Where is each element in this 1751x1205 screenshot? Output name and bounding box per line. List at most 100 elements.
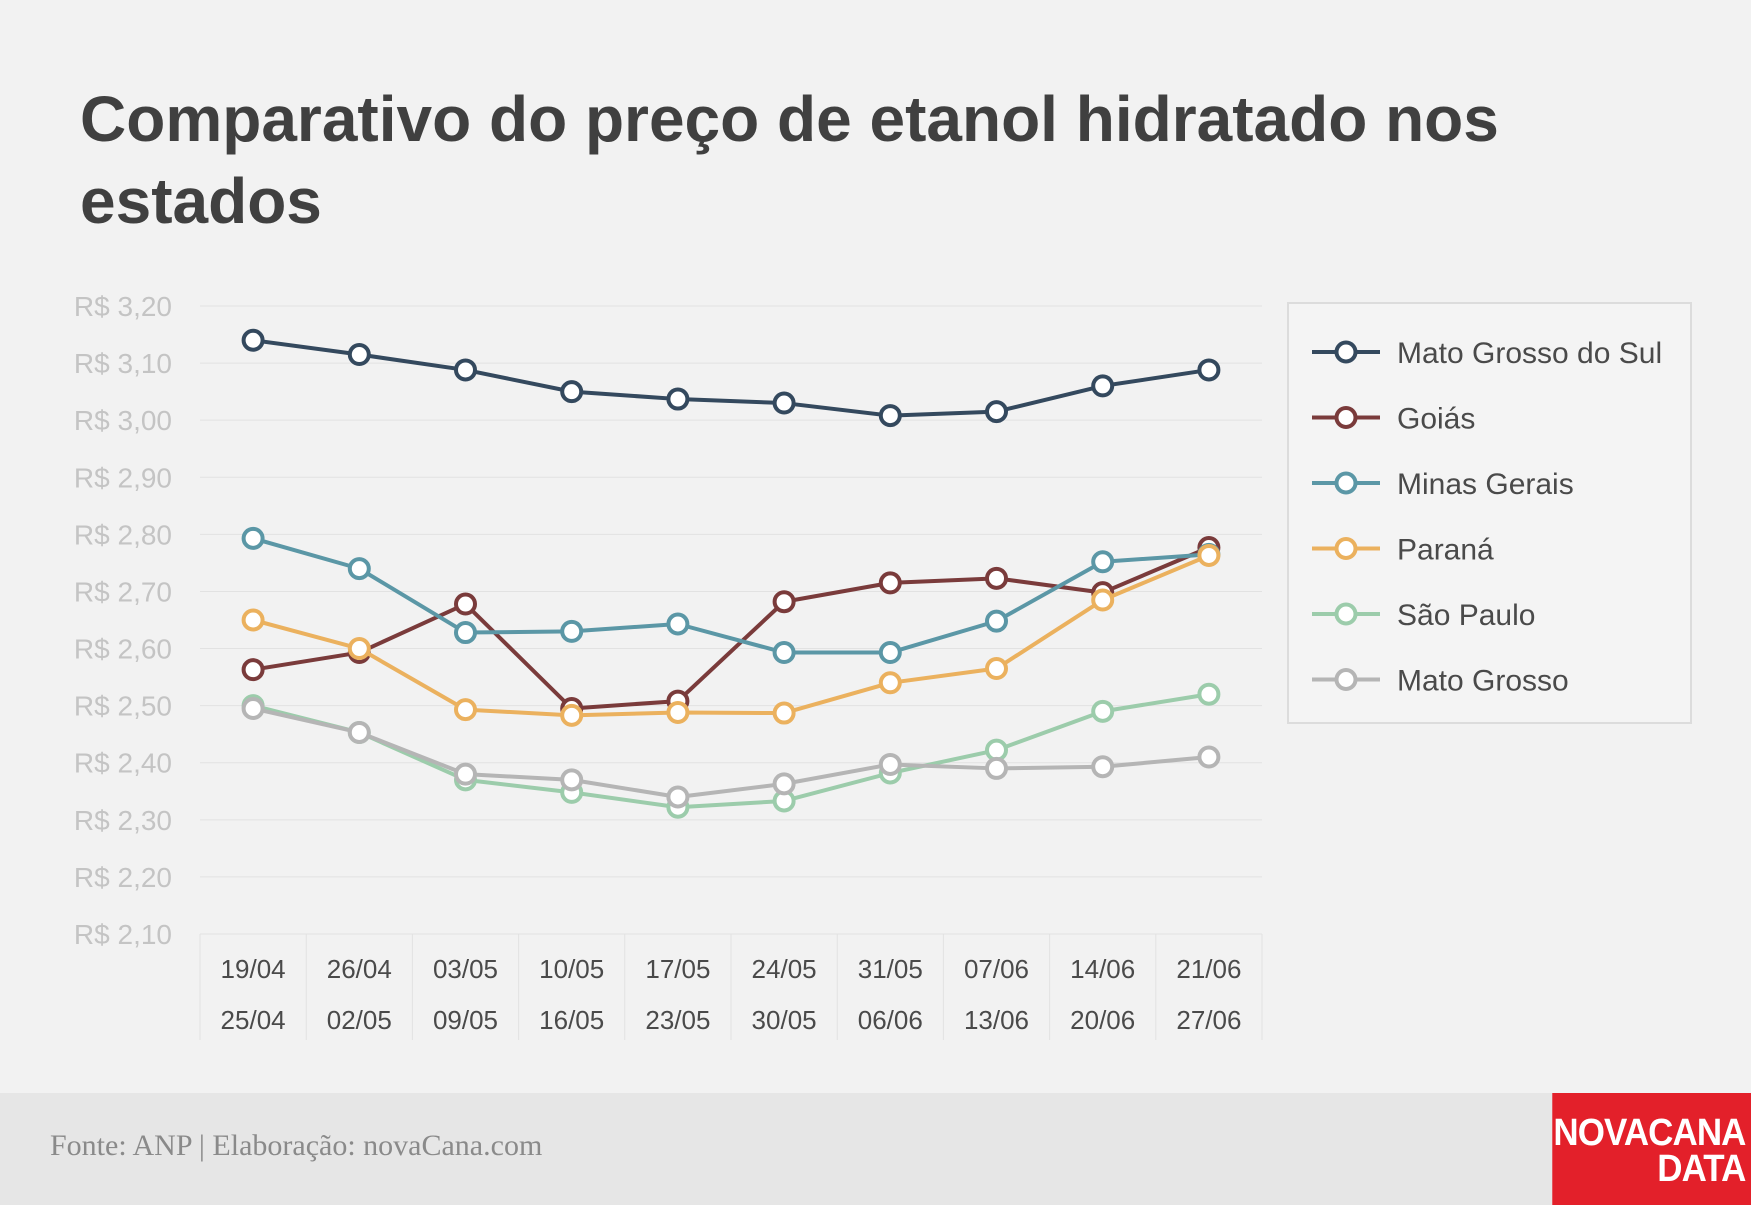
legend-swatch-marker	[1334, 406, 1358, 429]
data-point	[985, 738, 1008, 762]
data-point	[1091, 755, 1115, 779]
x-tick-label-start: 10/05	[539, 954, 604, 984]
data-point	[1091, 699, 1115, 723]
x-tick-label-end: 20/06	[1070, 1005, 1135, 1035]
legend-label: Mato Grosso do Sul	[1397, 337, 1662, 370]
series-3	[241, 543, 1221, 727]
data-point	[985, 756, 1008, 780]
legend: Mato Grosso do Sul Goiás Minas Gerais Paran…	[1287, 302, 1692, 724]
novacana-data-logo: NOVACANA DATA	[1552, 1093, 1751, 1205]
legend-item: Paraná	[1312, 534, 1494, 567]
x-tick-label-start: 26/04	[327, 954, 392, 984]
data-point	[560, 703, 584, 727]
legend-swatch-marker	[1334, 537, 1358, 560]
series-line	[252, 545, 1210, 711]
data-point	[454, 358, 477, 382]
y-tick-label: R$ 2,70	[74, 576, 172, 607]
legend-item: Mato Grosso	[1312, 665, 1569, 698]
x-axis-ticks: 19/04 25/04 26/04 02/05 03/05 09/05 10/05 16/05…	[221, 954, 1242, 1035]
data-point	[1091, 550, 1115, 574]
legend-box	[1287, 302, 1692, 724]
data-point	[1197, 682, 1221, 706]
legend-label: Minas Gerais	[1397, 468, 1574, 501]
legend-item: Mato Grosso do Sul	[1312, 337, 1662, 370]
data-point	[772, 391, 796, 415]
data-point	[241, 696, 265, 720]
data-point	[878, 404, 902, 428]
footer: Fonte: ANP | Elaboração: novaCana.com	[0, 1093, 1751, 1205]
data-point	[878, 671, 902, 695]
data-point	[985, 400, 1008, 424]
series-1	[241, 535, 1221, 720]
data-point	[241, 526, 265, 550]
x-tick-label-end: 06/06	[858, 1005, 923, 1035]
x-tick-label-start: 24/05	[752, 954, 817, 984]
y-tick-label: R$ 2,10	[74, 919, 172, 950]
data-point	[772, 641, 796, 665]
data-point	[241, 658, 265, 682]
x-tick-label-start: 03/05	[433, 954, 498, 984]
grid-lines	[199, 305, 1263, 1040]
series-0	[241, 328, 1221, 428]
legend-label: Mato Grosso	[1397, 665, 1569, 698]
y-tick-label: R$ 2,30	[74, 805, 172, 836]
data-point	[241, 608, 265, 632]
y-tick-label: R$ 2,50	[74, 691, 172, 722]
data-point	[347, 343, 371, 367]
series-2	[241, 526, 1221, 665]
series-line	[252, 706, 1210, 799]
data-point	[985, 609, 1008, 633]
data-point	[1197, 543, 1221, 567]
y-tick-label: R$ 3,10	[74, 348, 172, 379]
legend-item: São Paulo	[1312, 599, 1535, 632]
data-point	[878, 752, 902, 776]
x-tick-label-end: 30/05	[752, 1005, 817, 1035]
x-tick-label-start: 07/06	[964, 954, 1029, 984]
data-point	[666, 700, 690, 724]
data-point	[241, 328, 265, 352]
data-point	[985, 566, 1008, 590]
x-tick-label-start: 19/04	[221, 954, 286, 984]
data-point	[560, 380, 584, 404]
legend-swatch-marker	[1334, 602, 1358, 626]
x-tick-label-start: 14/06	[1070, 954, 1135, 984]
data-point	[347, 557, 371, 581]
data-point	[772, 590, 796, 614]
series-line	[252, 553, 1210, 718]
data-point	[347, 637, 371, 661]
legend-label: Paraná	[1397, 534, 1494, 567]
data-point	[1197, 358, 1221, 382]
x-tick-label-start: 17/05	[645, 954, 710, 984]
source-note: Fonte: ANP | Elaboração: novaCana.com	[50, 1129, 543, 1162]
logo-line-2: DATA	[1657, 1148, 1746, 1190]
data-point	[560, 768, 584, 792]
data-point	[878, 571, 902, 595]
data-point	[1091, 374, 1115, 398]
series-line	[252, 692, 1210, 810]
x-tick-label-start: 21/06	[1176, 954, 1241, 984]
x-tick-label-end: 27/06	[1176, 1005, 1241, 1035]
y-axis-ticks: R$ 3,20 R$ 3,10 R$ 3,00 R$ 2,90 R$ 2,80 R$ 2,…	[74, 291, 172, 950]
data-point	[347, 720, 371, 744]
y-tick-label: R$ 2,90	[74, 462, 172, 493]
x-tick-label-end: 25/04	[221, 1005, 286, 1035]
data-point	[454, 698, 477, 722]
x-tick-label-end: 16/05	[539, 1005, 604, 1035]
chart-title: Comparativo do preço de etanol hidratado…	[80, 83, 1499, 237]
data-point	[772, 772, 796, 796]
x-tick-label-start: 31/05	[858, 954, 923, 984]
legend-swatch-marker	[1334, 471, 1358, 495]
legend-label: Goiás	[1397, 403, 1475, 436]
legend-label: São Paulo	[1397, 599, 1535, 632]
series-line	[252, 338, 1210, 418]
series-lines	[241, 328, 1221, 819]
data-point	[666, 387, 690, 411]
data-point	[772, 701, 796, 725]
y-tick-label: R$ 2,60	[74, 634, 172, 665]
y-tick-label: R$ 2,80	[74, 519, 172, 550]
data-point	[1091, 588, 1115, 612]
y-tick-label: R$ 3,20	[74, 291, 172, 322]
y-tick-label: R$ 2,20	[74, 862, 172, 893]
series-5	[241, 696, 1221, 809]
line-chart: R$ 3,20 R$ 3,10 R$ 3,00 R$ 2,90 R$ 2,80 R$ 2,…	[74, 291, 1692, 1040]
